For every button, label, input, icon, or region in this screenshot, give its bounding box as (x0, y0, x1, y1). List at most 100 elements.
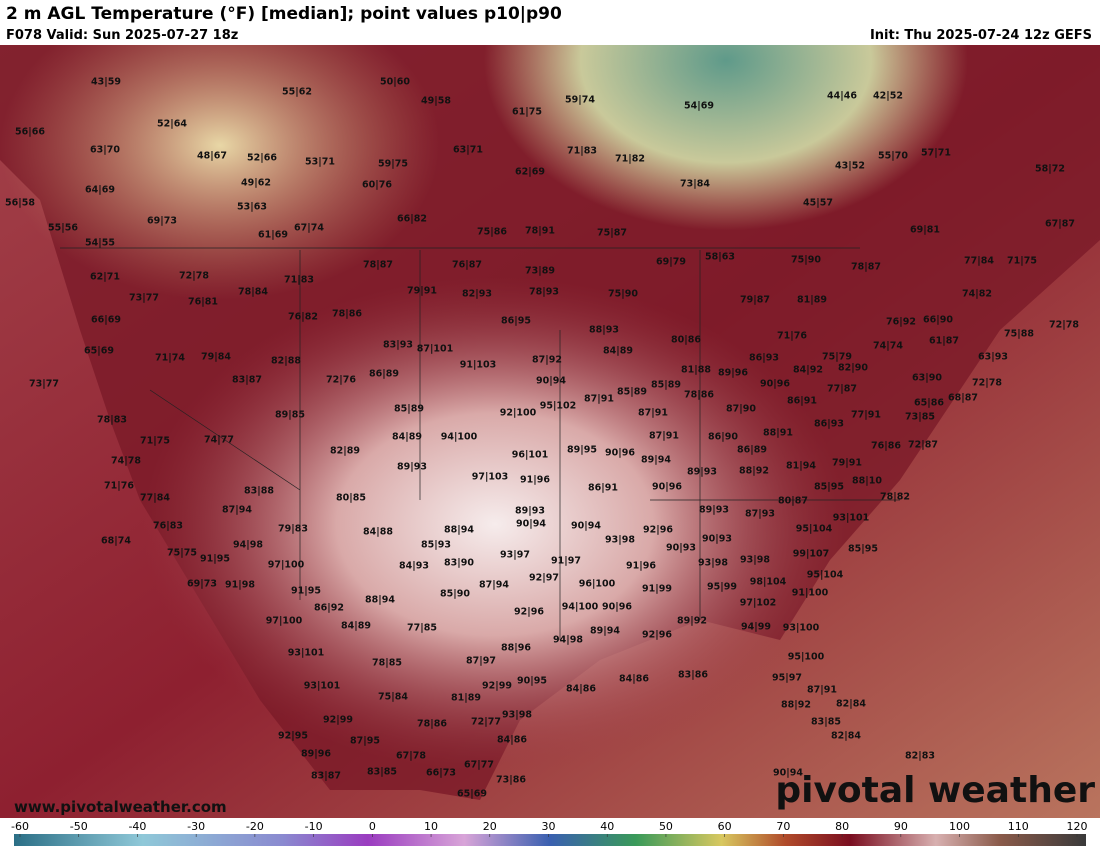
point-value: 75|90 (608, 289, 638, 300)
point-value: 85|93 (421, 540, 451, 551)
point-value: 89|93 (397, 462, 427, 473)
point-value: 69|73 (147, 216, 177, 227)
point-value: 87|94 (222, 505, 252, 516)
point-value: 97|102 (740, 598, 777, 609)
point-value: 93|97 (500, 550, 530, 561)
point-value: 88|10 (852, 476, 882, 487)
point-value: 95|99 (707, 582, 737, 593)
point-value: 83|85 (811, 717, 841, 728)
watermark-url: www.pivotalweather.com (14, 798, 227, 816)
point-value: 82|88 (271, 356, 301, 367)
point-value: 87|90 (726, 404, 756, 415)
point-value: 69|81 (910, 225, 940, 236)
colorbar-label: 50 (659, 820, 673, 833)
point-value: 57|71 (921, 148, 951, 159)
init-time: Init: Thu 2025-07-24 12z GEFS (870, 28, 1092, 43)
point-value: 67|77 (464, 760, 494, 771)
point-value: 90|96 (652, 482, 682, 493)
point-value: 63|93 (978, 352, 1008, 363)
point-value: 77|87 (827, 384, 857, 395)
point-value: 82|93 (462, 289, 492, 300)
colorbar-ramp (14, 834, 1086, 846)
point-value: 93|98 (698, 558, 728, 569)
point-value: 85|95 (814, 482, 844, 493)
point-value: 53|63 (237, 202, 267, 213)
point-value: 92|97 (529, 573, 559, 584)
point-value: 65|69 (84, 346, 114, 357)
point-value: 90|94 (516, 519, 546, 530)
point-value: 96|101 (512, 450, 549, 461)
point-value: 75|87 (597, 228, 627, 239)
point-value: 88|94 (444, 525, 474, 536)
point-value: 84|86 (566, 684, 596, 695)
point-value: 86|91 (588, 483, 618, 494)
point-values: 43|59 50|60 55|62 49|58 59|74 54|69 52|64 56|66… (5, 77, 1079, 800)
point-value: 94|99 (741, 622, 771, 633)
point-value: 75|90 (791, 255, 821, 266)
point-value: 74|74 (873, 341, 903, 352)
title: 2 m AGL Temperature (°F) [median]; point… (6, 4, 562, 24)
colorbar-label: -50 (70, 820, 88, 833)
point-value: 54|55 (85, 238, 115, 249)
point-value: 77|85 (407, 623, 437, 634)
point-value: 43|52 (835, 161, 865, 172)
point-value: 82|84 (836, 699, 866, 710)
point-value: 89|93 (687, 467, 717, 478)
point-value: 77|84 (140, 493, 170, 504)
point-value: 82|84 (831, 731, 861, 742)
point-value: 98|104 (750, 577, 787, 588)
point-value: 93|98 (740, 555, 770, 566)
point-value: 72|76 (326, 375, 356, 386)
point-value: 81|94 (786, 461, 816, 472)
point-value: 50|60 (380, 77, 410, 88)
point-value: 81|89 (451, 693, 481, 704)
point-value: 45|57 (803, 198, 833, 209)
point-value: 92|96 (643, 525, 673, 536)
point-value: 83|85 (367, 767, 397, 778)
point-value: 76|87 (452, 260, 482, 271)
point-value: 90|94 (773, 768, 803, 779)
point-value: 78|82 (880, 492, 910, 503)
point-value: 88|91 (763, 428, 793, 439)
point-value: 93|98 (502, 710, 532, 721)
point-value: 61|75 (512, 107, 542, 118)
point-value: 84|89 (341, 621, 371, 632)
point-value: 86|91 (787, 396, 817, 407)
point-value: 97|103 (472, 472, 509, 483)
point-value: 92|96 (642, 630, 672, 641)
point-value: 80|85 (336, 493, 366, 504)
point-value: 91|96 (626, 561, 656, 572)
point-value: 91|98 (225, 580, 255, 591)
point-value: 89|93 (515, 506, 545, 517)
point-value: 77|84 (964, 256, 994, 267)
point-value: 87|91 (638, 408, 668, 419)
point-value: 83|87 (232, 375, 262, 386)
point-value: 84|86 (497, 735, 527, 746)
point-value: 99|107 (793, 549, 830, 560)
point-value: 56|66 (15, 127, 45, 138)
point-value: 83|88 (244, 486, 274, 497)
point-value: 84|86 (619, 674, 649, 685)
point-value: 89|94 (641, 455, 671, 466)
point-value: 91|95 (291, 586, 321, 597)
point-value: 90|96 (605, 448, 635, 459)
point-value: 75|84 (378, 692, 408, 703)
point-value: 68|87 (948, 393, 978, 404)
point-value: 71|83 (284, 275, 314, 286)
point-value: 55|56 (48, 223, 78, 234)
point-value: 59|75 (378, 159, 408, 170)
point-value: 74|77 (204, 435, 234, 446)
point-value: 93|100 (783, 623, 820, 634)
point-value: 80|86 (671, 335, 701, 346)
point-value: 95|104 (796, 524, 833, 535)
point-value: 82|83 (905, 751, 935, 762)
point-value: 86|89 (369, 369, 399, 380)
point-value: 83|90 (444, 558, 474, 569)
point-value: 58|63 (705, 252, 735, 263)
point-value: 67|87 (1045, 219, 1075, 230)
map: 43|59 50|60 55|62 49|58 59|74 54|69 52|64 56|66… (0, 45, 1100, 818)
point-value: 89|95 (567, 445, 597, 456)
point-value: 92|95 (278, 731, 308, 742)
point-value: 71|82 (615, 154, 645, 165)
